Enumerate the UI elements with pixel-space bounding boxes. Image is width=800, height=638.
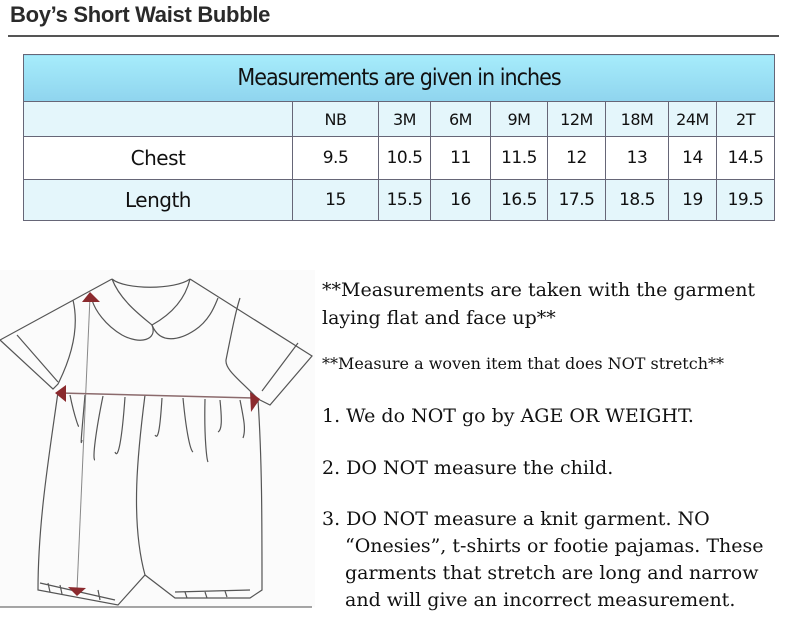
note-item: 2. DO NOT measure the child. [322,457,614,479]
cell: 19.5 [716,179,775,221]
cell: 12 [547,136,606,180]
size-chart-table: Measurements are given in inches NB 3M 6… [23,54,775,221]
arrow-right-icon [250,392,260,412]
empty-header-cell [23,101,293,137]
page-title: Boy’s Short Waist Bubble [10,2,271,27]
cell: 19 [668,179,717,221]
size-header: 24M [668,101,717,137]
cell: 9.5 [292,136,379,180]
cell: 18.5 [605,179,669,221]
cell: 15.5 [378,179,431,221]
size-header: 18M [605,101,669,137]
arrow-up-icon [82,292,100,302]
size-header: 3M [378,101,431,137]
cell: 11 [430,136,491,180]
cell: 17.5 [547,179,606,221]
size-header: 9M [490,101,548,137]
size-header: 6M [430,101,491,137]
garment-measurement-illustration [0,270,315,608]
size-header-row: NB 3M 6M 9M 12M 18M 24M 2T [23,101,775,137]
table-caption: Measurements are given in inches [23,54,775,102]
note-item: 3. DO NOT measure a knit garment. NO “On… [322,508,764,611]
cell: 16 [430,179,491,221]
cell: 16.5 [490,179,548,221]
note-woven: **Measure a woven item that does NOT str… [322,354,724,373]
cell: 14.5 [716,136,775,180]
note-flat: **Measurements are taken with the garmen… [322,279,756,329]
cell: 14 [668,136,717,180]
arrow-left-icon [55,385,66,402]
size-header: 12M [547,101,606,137]
row-label: Chest [23,136,293,180]
row-label: Length [23,179,293,221]
table-row: Chest 9.5 10.5 11 11.5 12 13 14 14.5 [23,136,775,180]
size-header: NB [292,101,379,137]
cell: 13 [605,136,669,180]
cell: 15 [292,179,379,221]
table-row: Length 15 15.5 16 16.5 17.5 18.5 19 19.5 [23,179,775,221]
cell: 10.5 [378,136,431,180]
size-header: 2T [716,101,775,137]
note-item: 1. We do NOT go by AGE OR WEIGHT. [322,405,694,427]
cell: 11.5 [490,136,548,180]
title-divider [8,35,779,37]
arrow-down-icon [68,587,86,596]
measuring-instructions: **Measurements are taken with the garmen… [322,276,792,614]
